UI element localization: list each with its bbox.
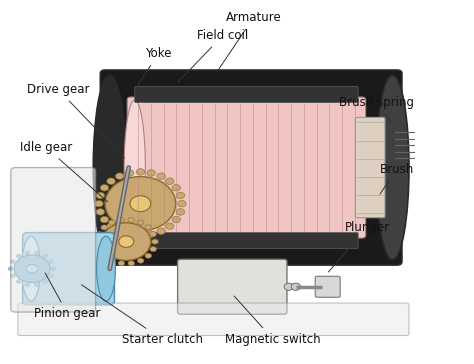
Ellipse shape (22, 236, 40, 301)
FancyBboxPatch shape (135, 233, 358, 249)
Circle shape (9, 267, 13, 270)
Text: Pinion gear: Pinion gear (35, 273, 101, 320)
Circle shape (14, 255, 50, 282)
Circle shape (291, 283, 301, 290)
Circle shape (102, 223, 151, 260)
Circle shape (176, 192, 185, 199)
Circle shape (101, 225, 108, 230)
Circle shape (116, 173, 124, 179)
Circle shape (130, 196, 151, 211)
Circle shape (109, 258, 115, 263)
Circle shape (49, 260, 54, 264)
Circle shape (109, 220, 115, 225)
FancyBboxPatch shape (100, 70, 402, 265)
Circle shape (118, 261, 125, 266)
Circle shape (152, 239, 158, 244)
Circle shape (43, 280, 47, 283)
Circle shape (35, 283, 39, 286)
Circle shape (100, 185, 109, 191)
Circle shape (157, 228, 165, 234)
Circle shape (25, 251, 30, 255)
Circle shape (100, 216, 109, 223)
Circle shape (116, 228, 124, 234)
Circle shape (118, 217, 125, 222)
Circle shape (137, 258, 144, 263)
Circle shape (178, 201, 186, 207)
Circle shape (101, 253, 108, 258)
Circle shape (145, 225, 152, 230)
Text: Field coil: Field coil (178, 29, 248, 83)
Circle shape (105, 177, 176, 231)
Text: Magnetic switch: Magnetic switch (225, 296, 321, 346)
Circle shape (96, 192, 105, 199)
Circle shape (176, 209, 185, 215)
Circle shape (128, 217, 135, 222)
Circle shape (150, 232, 156, 237)
Circle shape (96, 246, 102, 252)
Ellipse shape (124, 100, 146, 235)
Circle shape (128, 261, 135, 266)
Circle shape (17, 254, 21, 258)
Circle shape (284, 283, 293, 290)
Circle shape (172, 216, 181, 223)
FancyBboxPatch shape (18, 303, 409, 336)
Text: Brush: Brush (380, 163, 414, 194)
Circle shape (118, 236, 134, 248)
Circle shape (96, 209, 105, 215)
Circle shape (136, 169, 145, 175)
Ellipse shape (376, 75, 409, 260)
Circle shape (157, 173, 165, 179)
Circle shape (126, 170, 134, 176)
Circle shape (17, 280, 21, 283)
Text: Brush spring: Brush spring (339, 96, 414, 122)
Circle shape (94, 239, 101, 244)
FancyBboxPatch shape (178, 259, 287, 314)
FancyBboxPatch shape (135, 87, 358, 102)
Text: Armature: Armature (218, 11, 282, 71)
Circle shape (10, 274, 15, 278)
Circle shape (145, 253, 152, 258)
FancyBboxPatch shape (11, 167, 96, 312)
Text: Yoke: Yoke (135, 47, 172, 90)
Text: Idle gear: Idle gear (20, 141, 108, 202)
Circle shape (96, 232, 102, 237)
FancyBboxPatch shape (127, 97, 365, 238)
Ellipse shape (93, 75, 126, 260)
Circle shape (137, 220, 144, 225)
Circle shape (150, 246, 156, 252)
FancyBboxPatch shape (356, 118, 385, 218)
Circle shape (165, 178, 174, 185)
Circle shape (95, 201, 103, 207)
FancyBboxPatch shape (315, 276, 340, 297)
Circle shape (147, 170, 155, 176)
Circle shape (165, 223, 174, 229)
Circle shape (10, 260, 15, 264)
Circle shape (25, 283, 30, 286)
Circle shape (172, 185, 181, 191)
Circle shape (126, 231, 134, 238)
Text: Starter clutch: Starter clutch (82, 285, 202, 346)
Text: Plunger: Plunger (328, 221, 390, 272)
Text: Drive gear: Drive gear (27, 83, 124, 158)
Circle shape (107, 223, 115, 229)
Circle shape (51, 267, 55, 270)
Circle shape (147, 231, 155, 238)
Circle shape (136, 232, 145, 239)
Circle shape (27, 264, 37, 273)
Circle shape (43, 254, 47, 258)
Circle shape (49, 274, 54, 278)
Circle shape (107, 178, 115, 185)
Circle shape (35, 251, 39, 255)
FancyBboxPatch shape (23, 233, 115, 305)
Ellipse shape (97, 236, 116, 301)
